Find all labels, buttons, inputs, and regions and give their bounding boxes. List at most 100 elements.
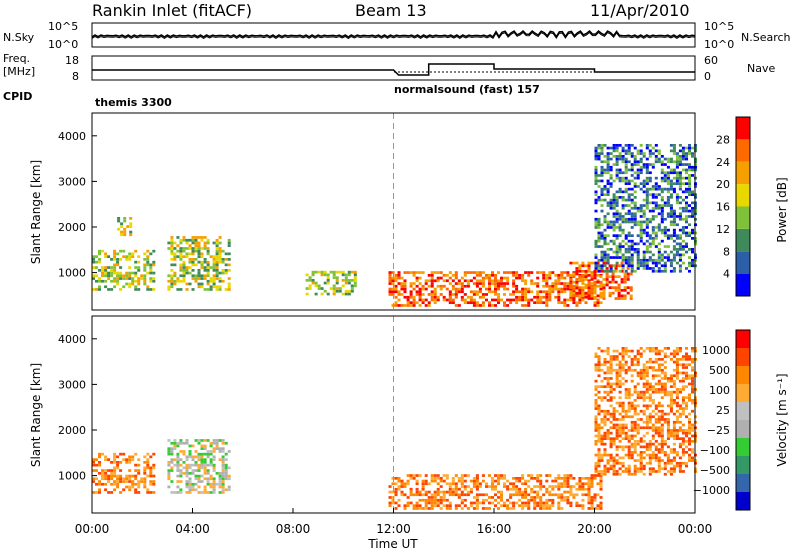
heatmap-cell bbox=[515, 301, 519, 304]
heatmap-cell bbox=[612, 467, 616, 471]
heatmap-cell bbox=[518, 490, 522, 494]
heatmap-cell bbox=[143, 252, 147, 256]
heatmap-cell bbox=[663, 231, 667, 235]
heatmap-cell bbox=[557, 279, 561, 283]
heatmap-cell bbox=[612, 220, 616, 224]
heatmap-cell bbox=[666, 196, 670, 199]
heatmap-cell bbox=[539, 501, 543, 505]
heatmap-cell bbox=[642, 190, 646, 194]
heatmap-cell bbox=[688, 453, 692, 457]
heatmap-cell bbox=[197, 277, 201, 280]
heatmap-cell bbox=[512, 298, 516, 302]
heatmap-cell bbox=[609, 204, 613, 207]
heatmap-cell bbox=[633, 355, 637, 358]
heatmap-cell bbox=[654, 374, 658, 378]
heatmap-cell bbox=[542, 284, 546, 288]
heatmap-cell bbox=[615, 385, 619, 388]
heatmap-cell bbox=[116, 252, 120, 256]
heatmap-cell bbox=[200, 461, 204, 464]
heatmap-cell bbox=[572, 301, 576, 304]
heatmap-cell bbox=[485, 485, 489, 488]
heatmap-cell bbox=[663, 371, 667, 375]
heatmap-cell bbox=[639, 352, 643, 356]
heatmap-cell bbox=[176, 469, 180, 472]
heatmap-cell bbox=[194, 279, 198, 283]
heatmap-cell bbox=[615, 234, 619, 237]
heatmap-cell bbox=[615, 377, 619, 380]
heatmap-cell bbox=[221, 466, 225, 470]
heatmap-cell bbox=[107, 458, 111, 461]
heatmap-cell bbox=[681, 176, 685, 180]
heatmap-cell bbox=[596, 274, 600, 277]
heatmap-cell bbox=[593, 274, 597, 277]
heatmap-cell bbox=[149, 474, 153, 478]
heatmap-cell bbox=[612, 228, 616, 232]
heatmap-cell bbox=[597, 223, 601, 227]
heatmap-cell bbox=[554, 485, 558, 488]
heatmap-cell bbox=[603, 198, 607, 202]
heatmap-cell bbox=[113, 285, 117, 289]
heatmap-cell bbox=[149, 491, 153, 494]
heatmap-cell bbox=[669, 144, 673, 147]
heatmap-cell bbox=[685, 231, 689, 235]
heatmap-cell bbox=[603, 215, 607, 218]
heatmap-cell bbox=[227, 474, 231, 478]
heatmap-cell bbox=[521, 304, 525, 307]
heatmap-cell bbox=[654, 456, 658, 460]
heatmap-cell bbox=[578, 278, 582, 281]
heatmap-cell bbox=[694, 459, 698, 462]
heatmap-cell bbox=[116, 466, 120, 470]
heatmap-cell bbox=[618, 382, 622, 386]
heatmap-cell bbox=[612, 442, 616, 446]
heatmap-cell bbox=[536, 504, 540, 507]
heatmap-cell bbox=[110, 269, 114, 272]
heatmap-cell bbox=[143, 472, 147, 475]
heatmap-cell bbox=[612, 440, 616, 443]
heatmap-cell bbox=[117, 219, 121, 223]
heatmap-cell bbox=[672, 352, 676, 356]
heatmap-cell bbox=[657, 420, 661, 424]
heatmap-cell bbox=[221, 458, 225, 461]
heatmap-cell bbox=[218, 288, 222, 291]
heatmap-cell bbox=[612, 368, 616, 372]
heatmap-cell bbox=[203, 244, 207, 247]
heatmap-cell bbox=[688, 215, 692, 218]
heatmap-cell bbox=[536, 479, 540, 483]
heatmap-cell bbox=[457, 304, 461, 307]
heatmap-cell bbox=[597, 390, 601, 394]
heatmap-cell bbox=[569, 294, 573, 298]
heatmap-cell bbox=[545, 298, 549, 302]
heatmap-cell bbox=[609, 206, 613, 210]
heatmap-cell bbox=[394, 274, 398, 277]
heatmap-cell bbox=[566, 304, 570, 307]
heatmap-cell bbox=[418, 507, 422, 510]
heatmap-cell bbox=[415, 479, 419, 483]
heatmap-cell bbox=[137, 279, 141, 283]
heatmap-cell bbox=[323, 281, 327, 285]
heatmap-cell bbox=[660, 409, 664, 413]
heatmap-cell bbox=[694, 470, 698, 473]
heatmap-cell bbox=[98, 269, 102, 272]
heatmap-cell bbox=[608, 264, 612, 268]
heatmap-cell bbox=[678, 363, 682, 367]
heatmap-cell bbox=[660, 382, 664, 386]
heatmap-cell bbox=[209, 491, 213, 494]
heatmap-cell bbox=[666, 174, 670, 177]
colorbar-swatch bbox=[736, 420, 750, 438]
heatmap-cell bbox=[191, 472, 195, 475]
heatmap-cell bbox=[621, 149, 625, 153]
heatmap-cell bbox=[612, 464, 616, 468]
heatmap-cell bbox=[660, 176, 664, 180]
heatmap-cell bbox=[167, 447, 171, 450]
heatmap-cell bbox=[603, 415, 607, 419]
sky-right-tick-top: 10^5 bbox=[704, 20, 734, 33]
heatmap-cell bbox=[678, 256, 682, 259]
heatmap-cell bbox=[594, 165, 598, 169]
heatmap-cell bbox=[227, 241, 231, 245]
heatmap-cell bbox=[600, 399, 604, 402]
heatmap-cell bbox=[691, 250, 695, 254]
heatmap-cell bbox=[418, 276, 422, 280]
heatmap-cell bbox=[636, 390, 640, 394]
heatmap-cell bbox=[179, 238, 183, 242]
heatmap-cell bbox=[524, 293, 528, 296]
